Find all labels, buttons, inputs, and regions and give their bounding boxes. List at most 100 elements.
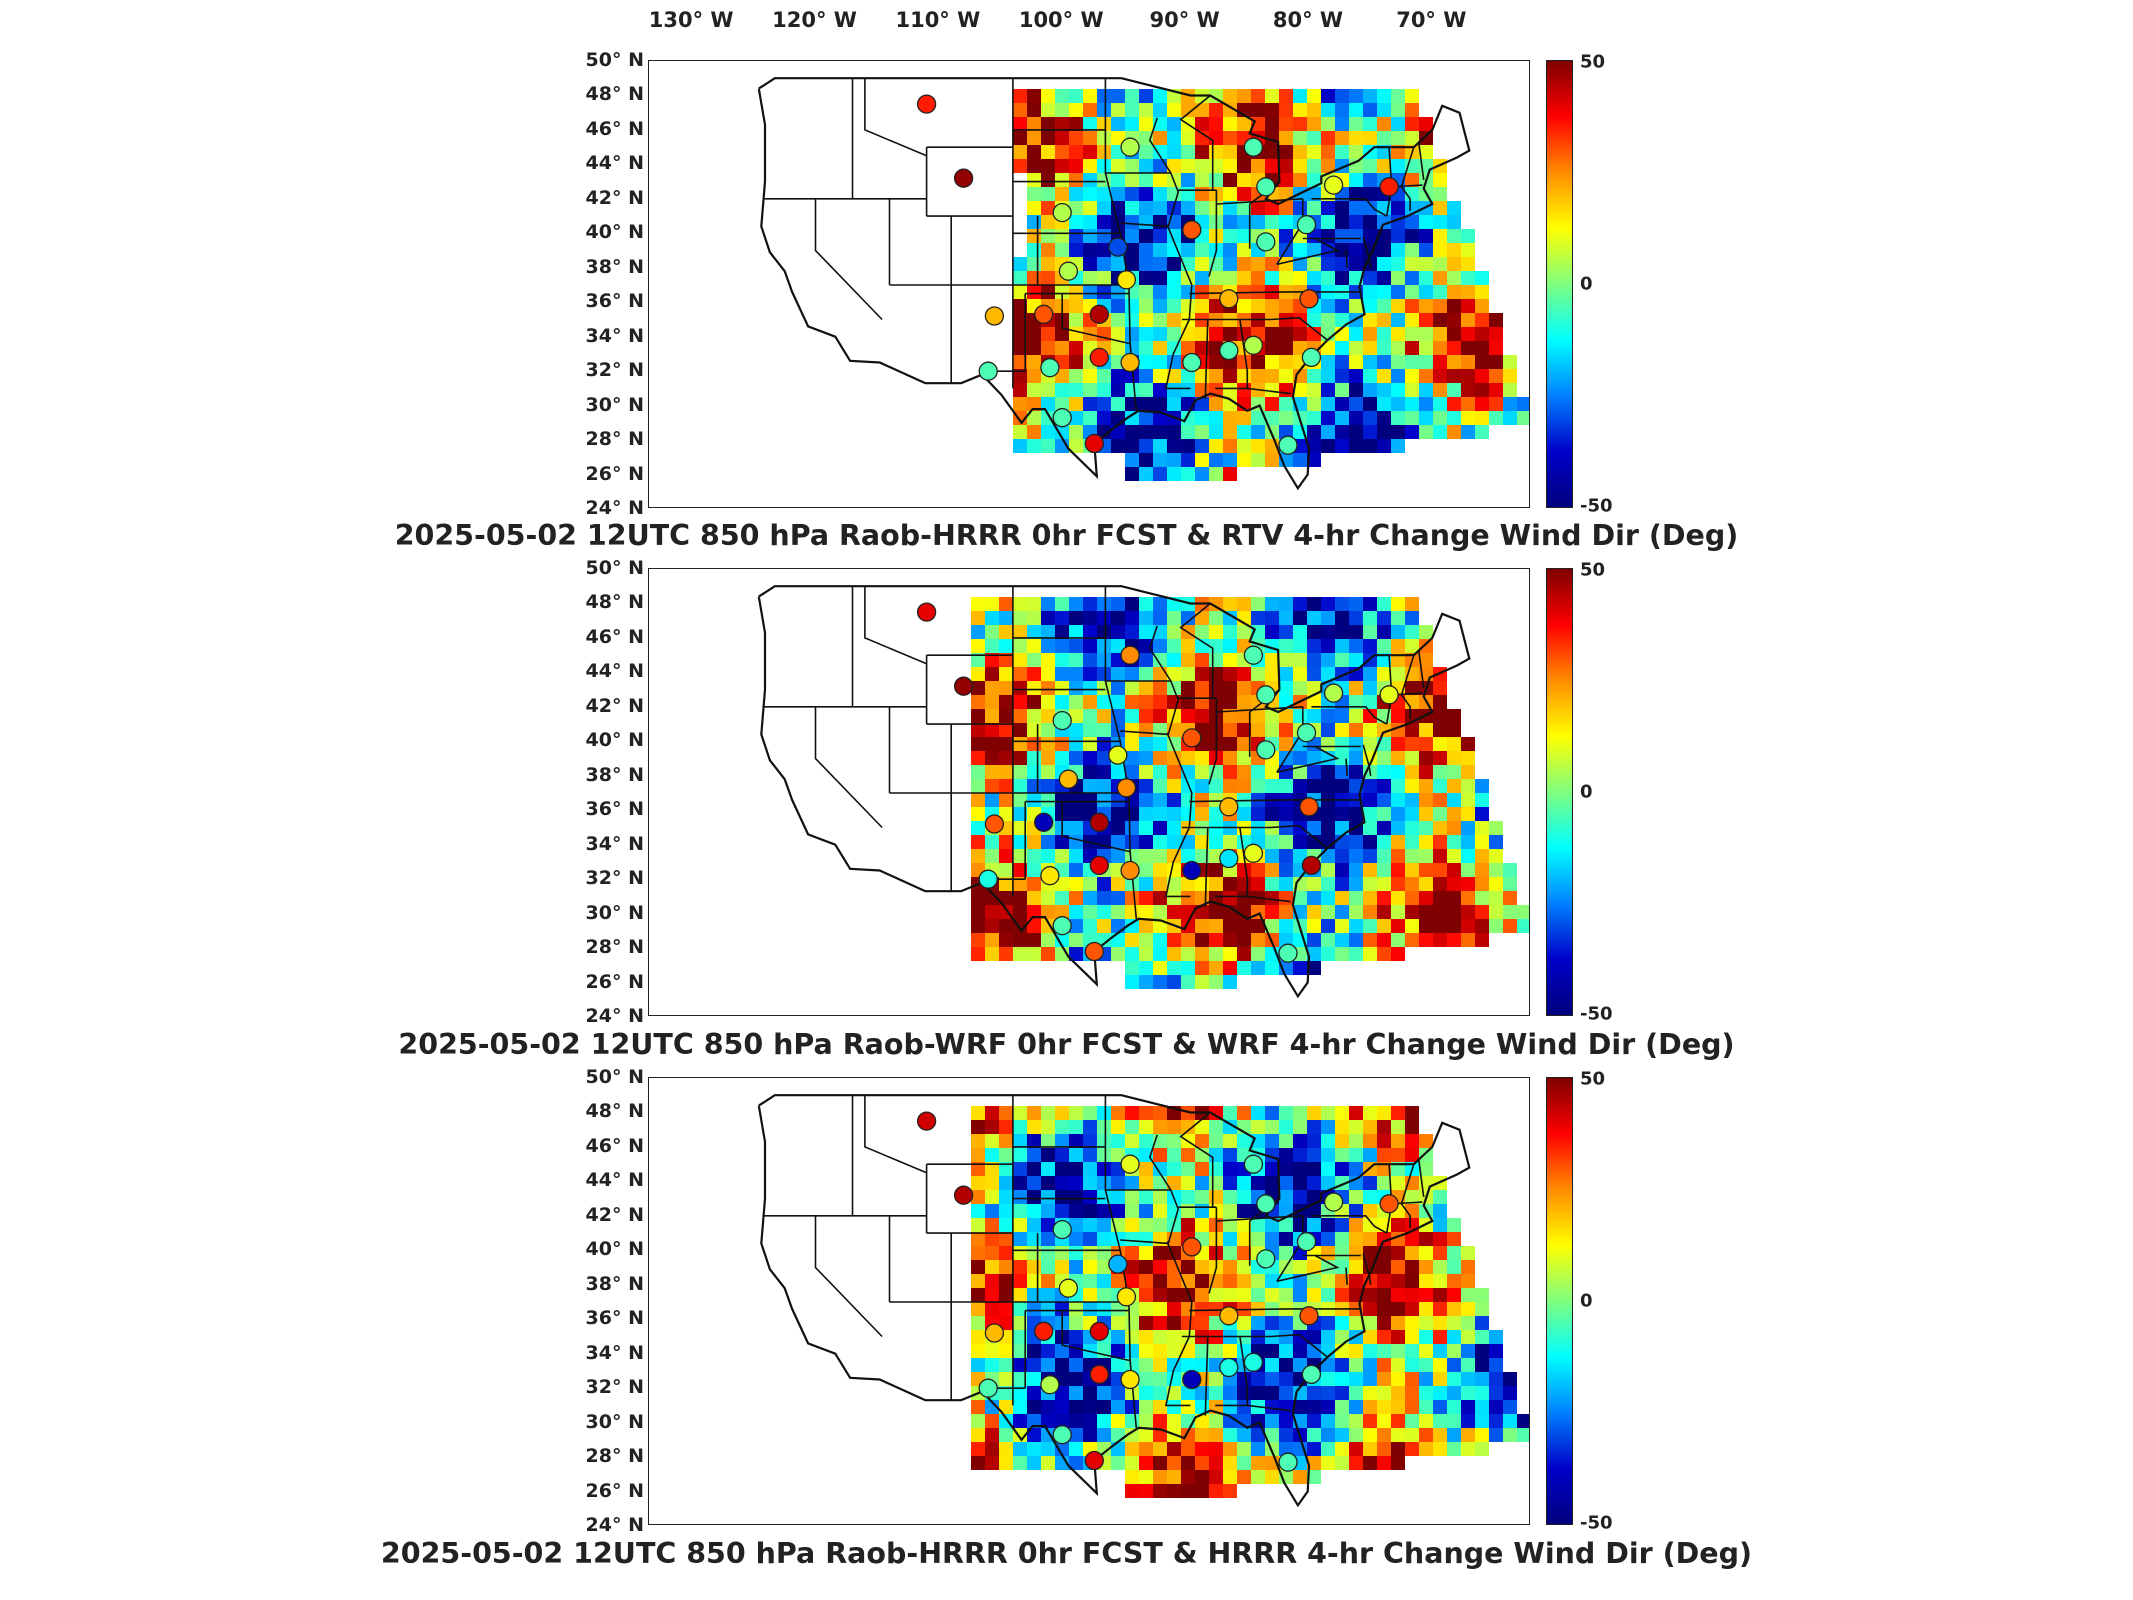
field-cell xyxy=(1363,159,1377,173)
field-cell xyxy=(1265,723,1279,737)
field-cell xyxy=(1069,667,1083,681)
field-cell xyxy=(1069,383,1083,397)
field-cell xyxy=(1503,1400,1517,1414)
field-cell xyxy=(1041,835,1055,849)
field-cell xyxy=(1405,1414,1419,1428)
field-cell xyxy=(1097,1120,1111,1134)
state-boundary xyxy=(1362,1253,1372,1285)
field-cell xyxy=(1363,271,1377,285)
field-cell xyxy=(1069,1344,1083,1358)
field-cell xyxy=(1223,1246,1237,1260)
raob-station-marker xyxy=(1182,1237,1202,1257)
field-cell xyxy=(1139,1162,1153,1176)
field-cell xyxy=(1405,117,1419,131)
field-cell xyxy=(1041,1148,1055,1162)
field-cell xyxy=(1013,1106,1027,1120)
field-cell xyxy=(1111,947,1125,961)
raob-station-marker xyxy=(1089,347,1109,368)
field-cell xyxy=(1461,1400,1475,1414)
field-cell xyxy=(1335,1246,1349,1260)
field-cell xyxy=(1083,1162,1097,1176)
field-cell xyxy=(1055,1148,1069,1162)
field-cell xyxy=(1251,215,1265,229)
field-cell xyxy=(1153,891,1167,905)
field-cell xyxy=(1349,779,1363,793)
field-cell xyxy=(1125,849,1139,863)
field-cell xyxy=(1279,1134,1293,1148)
field-cell xyxy=(1111,1148,1125,1162)
field-cell xyxy=(1349,1428,1363,1442)
field-cell xyxy=(1251,1470,1265,1484)
state-boundary xyxy=(1276,237,1340,266)
field-cell xyxy=(1041,117,1055,131)
field-cell xyxy=(1251,1120,1265,1134)
field-cell xyxy=(1069,835,1083,849)
field-cell xyxy=(1097,383,1111,397)
field-cell xyxy=(1307,779,1321,793)
field-cell xyxy=(1419,1386,1433,1400)
field-cell xyxy=(1125,117,1139,131)
field-cell xyxy=(971,1330,985,1344)
field-cell xyxy=(1419,1288,1433,1302)
field-cell xyxy=(1391,1218,1405,1232)
field-cell xyxy=(1433,1428,1447,1442)
field-cell xyxy=(1195,173,1209,187)
field-cell xyxy=(1391,1316,1405,1330)
field-cell xyxy=(1405,131,1419,145)
field-cell xyxy=(1377,653,1391,667)
field-cell xyxy=(1503,863,1517,877)
field-cell xyxy=(1363,1302,1377,1316)
field-cell xyxy=(1433,187,1447,201)
field-cell xyxy=(1167,695,1181,709)
field-cell xyxy=(1195,117,1209,131)
field-cell xyxy=(1027,1358,1041,1372)
latitude-tick-label: 28° N xyxy=(585,428,644,451)
field-cell xyxy=(1167,1414,1181,1428)
state-boundary xyxy=(1417,141,1425,181)
field-cell xyxy=(1125,215,1139,229)
field-cell xyxy=(1433,793,1447,807)
raob-station-marker xyxy=(1052,202,1072,223)
raob-station-marker xyxy=(1299,289,1319,309)
field-cell xyxy=(985,779,999,793)
field-cell xyxy=(1041,1246,1055,1260)
field-cell xyxy=(1111,159,1125,173)
field-cell xyxy=(1069,1232,1083,1246)
field-cell xyxy=(1181,285,1195,299)
field-cell xyxy=(1237,695,1251,709)
latitude-tick-label: 26° N xyxy=(585,462,644,485)
field-cell xyxy=(1097,397,1111,411)
map-frame xyxy=(648,568,1530,1016)
field-cell xyxy=(1139,1316,1153,1330)
field-cell xyxy=(1153,271,1167,285)
raob-station-marker xyxy=(916,602,937,622)
field-cell xyxy=(1391,1358,1405,1372)
field-cell xyxy=(1419,369,1433,383)
field-cell xyxy=(1069,327,1083,341)
field-cell xyxy=(1377,131,1391,145)
field-cell xyxy=(1125,243,1139,257)
field-cell xyxy=(1209,807,1223,821)
field-cell xyxy=(1167,611,1181,625)
field-cell xyxy=(1349,439,1363,453)
field-cell xyxy=(1027,723,1041,737)
field-cell xyxy=(1209,835,1223,849)
field-cell xyxy=(1405,891,1419,905)
field-cell xyxy=(985,751,999,765)
field-cell xyxy=(1377,1358,1391,1372)
field-cell xyxy=(1419,891,1433,905)
field-cell xyxy=(1167,807,1181,821)
field-cell xyxy=(971,1218,985,1232)
field-cell xyxy=(1433,1260,1447,1274)
field-cell xyxy=(971,849,985,863)
state-boundary xyxy=(1204,319,1209,399)
field-cell xyxy=(1069,439,1083,453)
field-cell xyxy=(1335,1148,1349,1162)
field-cell xyxy=(1223,411,1237,425)
field-cell xyxy=(1013,779,1027,793)
field-cell xyxy=(1391,1344,1405,1358)
field-cell xyxy=(1027,159,1041,173)
field-cell xyxy=(1153,383,1167,397)
field-cell xyxy=(1013,383,1027,397)
field-cell xyxy=(971,653,985,667)
